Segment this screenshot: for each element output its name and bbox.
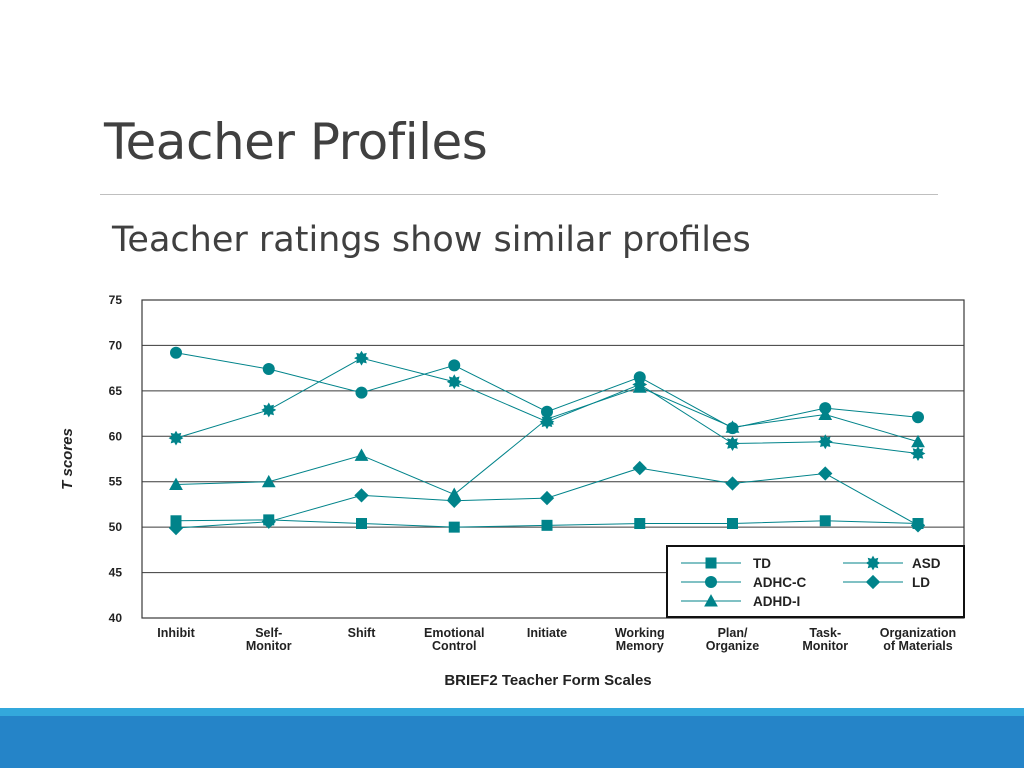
point-td <box>634 518 646 530</box>
x-tick-label: Emotional <box>424 626 484 640</box>
point-td <box>541 519 553 531</box>
series-line-adhd-i <box>175 386 919 496</box>
x-tick-label: Initiate <box>527 626 567 640</box>
title-divider <box>100 194 938 195</box>
point-ld <box>818 466 833 481</box>
x-tick-label: Inhibit <box>157 626 195 640</box>
point-ld <box>725 476 740 491</box>
point-adhd-i <box>911 434 925 448</box>
y-tick-label: 45 <box>109 566 123 580</box>
y-tick-label: 60 <box>109 429 123 443</box>
x-tick-label: Plan/ <box>718 626 748 640</box>
x-tick-label: Shift <box>348 626 377 640</box>
point-asd <box>539 414 555 430</box>
point-asd <box>817 434 833 450</box>
legend-marker-adhd-i <box>704 594 718 607</box>
y-tick-label: 50 <box>109 520 123 534</box>
point-ld <box>168 520 184 536</box>
brief2-chart: 40 45 50 55 60 65 70 75 T scores Inhibit Self- Moni… <box>0 280 1024 700</box>
legend-label-asd: ASD <box>912 556 941 571</box>
point-td <box>727 518 738 530</box>
point-ld <box>910 518 926 533</box>
legend-marker-asd <box>865 555 881 571</box>
x-tick-label: Control <box>432 639 476 653</box>
point-adhd-i <box>354 448 369 461</box>
point-asd <box>446 374 462 390</box>
x-axis-label: BRIEF2 Teacher Form Scales <box>444 672 651 689</box>
point-adhc-c <box>355 386 368 399</box>
point-ld <box>261 514 276 529</box>
point-td <box>356 518 367 530</box>
y-axis-label: T scores <box>59 428 76 490</box>
legend-label-adhd-i: ADHD-I <box>753 594 800 609</box>
point-adhd-i <box>261 474 276 488</box>
legend-marker-ld <box>865 574 881 590</box>
point-adhc-c <box>262 363 275 376</box>
footer-accent-strip <box>0 708 1024 716</box>
slide-title: Teacher Profiles <box>104 113 488 171</box>
legend-label-adhc-c: ADHC-C <box>753 575 806 590</box>
x-tick-label: Task- <box>809 626 841 640</box>
point-adhc-c <box>541 405 553 418</box>
point-ld <box>354 488 369 503</box>
x-tick-label: Working <box>615 626 665 640</box>
point-asd <box>168 430 184 446</box>
legend-label-ld: LD <box>912 575 930 590</box>
x-tick-label: Memory <box>616 639 664 653</box>
plot-frame <box>141 299 965 619</box>
point-asd <box>354 350 369 366</box>
legend-label-td: TD <box>753 556 771 571</box>
point-ld <box>539 490 555 506</box>
point-asd <box>632 377 648 392</box>
x-tick-label: Organize <box>706 639 760 653</box>
point-asd <box>910 446 926 461</box>
point-asd <box>261 402 277 418</box>
legend-marker-td <box>705 557 717 569</box>
legend-marker-adhc-c <box>705 576 717 588</box>
y-tick-label: 65 <box>109 384 123 398</box>
point-adhd-i <box>818 407 833 420</box>
point-asd <box>725 436 740 451</box>
footer-bar <box>0 716 1024 768</box>
point-td <box>170 515 182 527</box>
point-adhc-c <box>912 411 924 424</box>
point-adhd-i <box>169 477 183 490</box>
y-tick-label: 70 <box>109 338 123 352</box>
x-tick-label: Self- <box>255 626 282 640</box>
y-tick-label: 40 <box>109 611 123 625</box>
point-adhd-i <box>725 420 740 433</box>
point-adhc-c <box>170 346 182 359</box>
point-adhc-c <box>448 359 461 372</box>
x-tick-label: of Materials <box>883 639 953 653</box>
slide-subtitle: Teacher ratings show similar profiles <box>112 220 751 260</box>
point-td <box>448 521 460 533</box>
x-tick-label: Monitor <box>246 639 292 653</box>
point-td <box>819 515 831 527</box>
y-tick-label: 75 <box>109 293 123 307</box>
x-tick-label: Monitor <box>802 639 848 653</box>
x-tick-label: Organization <box>880 626 956 640</box>
point-ld <box>632 460 647 476</box>
point-ld <box>447 493 462 508</box>
y-tick-label: 55 <box>109 475 123 489</box>
